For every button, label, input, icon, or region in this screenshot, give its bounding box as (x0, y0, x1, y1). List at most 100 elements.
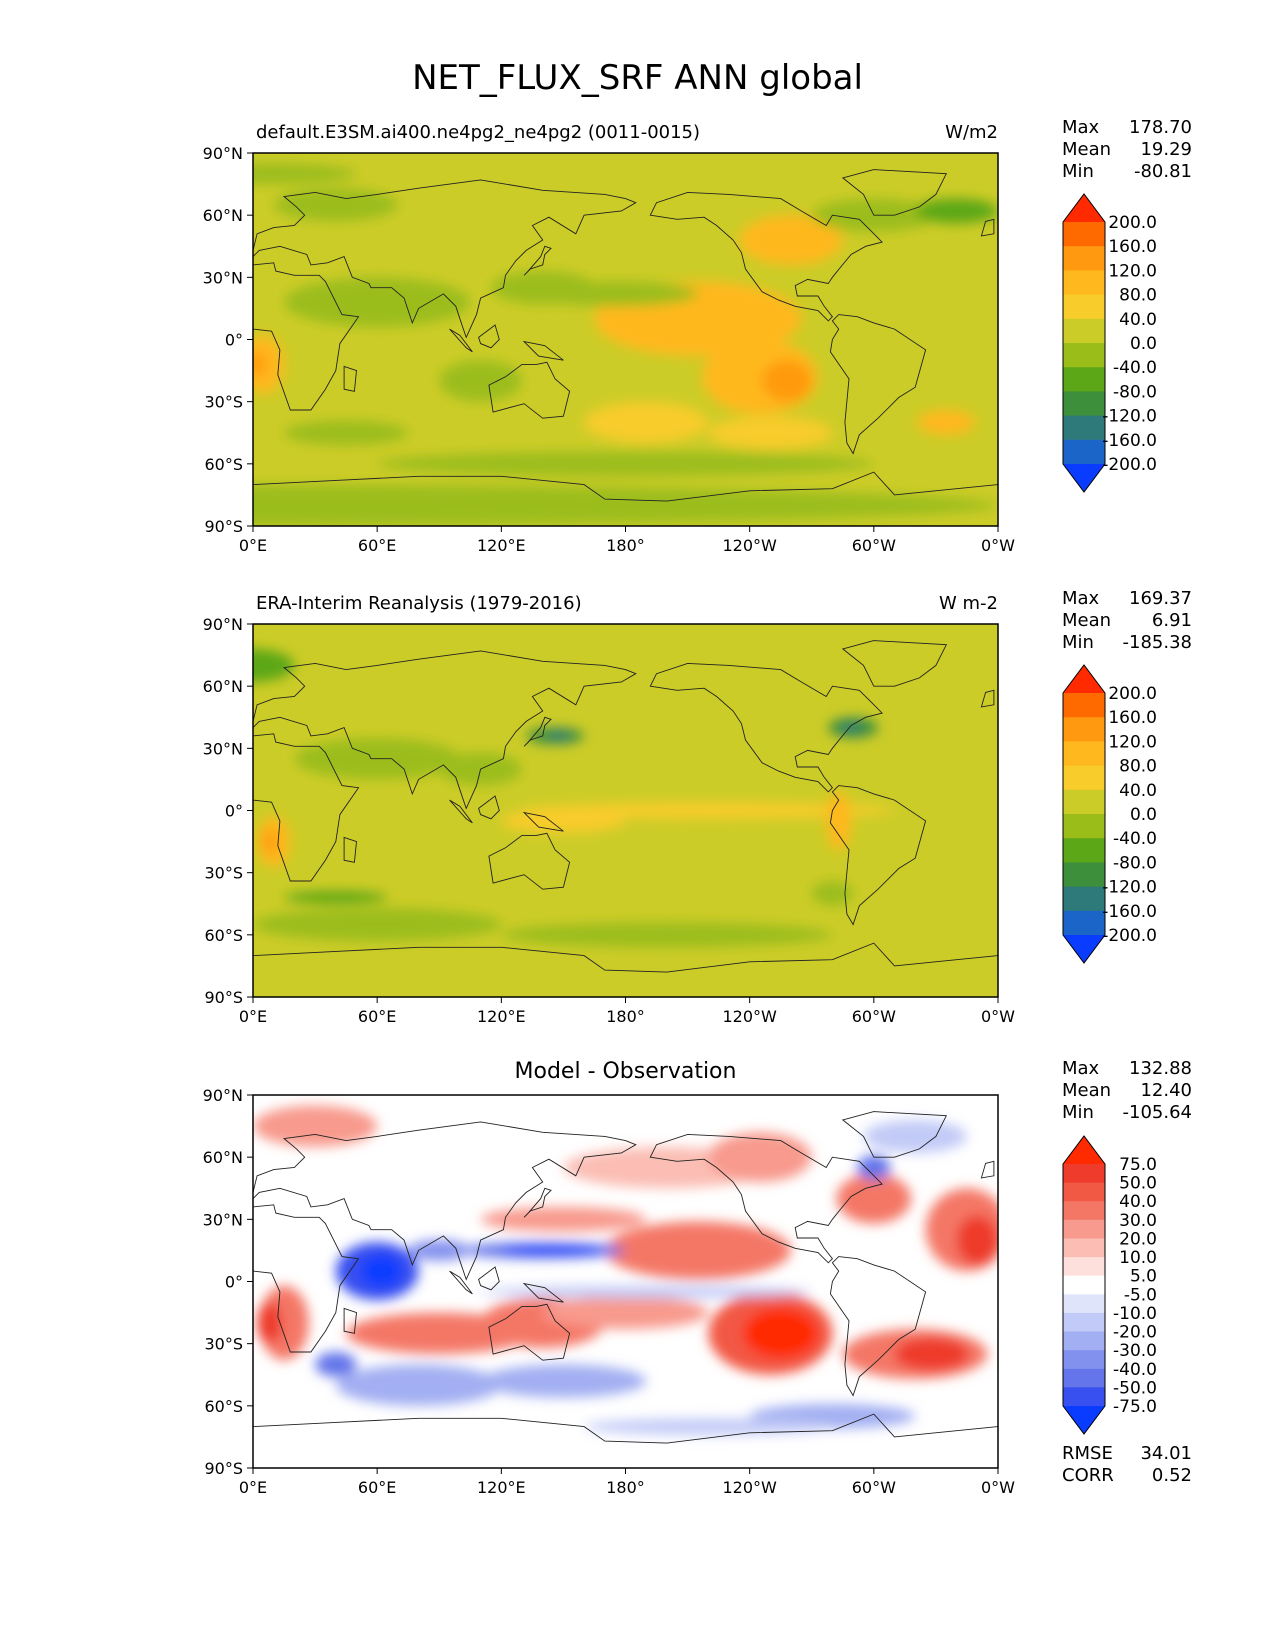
panel-1-left-title: default.E3SM.ai400.ne4pg2_ne4pg2 (0011-0… (256, 122, 701, 143)
colorbar-1: 200.0 160.0 120.0 80.0 40.0 0.0 -40.0 -80.0 -120… (1062, 193, 1157, 493)
colorbar-bin (1063, 1164, 1105, 1184)
coastline (253, 1204, 360, 1353)
colorbar-tick-label: 200.0 (1108, 684, 1157, 704)
contour-region (377, 451, 874, 477)
panel-1-units: W/m2 (945, 122, 998, 143)
colorbar-extend-min (1063, 464, 1105, 492)
stat-value: 169.37 (1129, 588, 1192, 609)
contour-region (273, 188, 398, 222)
colorbar-tick-label: 160.0 (1108, 708, 1157, 728)
colorbar-bin (1063, 838, 1105, 863)
coastline (841, 1111, 948, 1158)
colorbar-bin (1063, 789, 1105, 815)
lon-tick-label: 60°W (852, 536, 896, 555)
colorbar-outline (1062, 193, 1106, 493)
contour-region (253, 648, 295, 682)
colorbar-bin (1063, 693, 1105, 718)
colorbar-tick-label: -120.0 (1102, 878, 1157, 898)
coastline (478, 324, 500, 349)
coastline (522, 811, 564, 832)
map-panel-1 (253, 153, 998, 526)
contour-region (284, 891, 388, 904)
colorbar-bin (1063, 1201, 1105, 1221)
stat-label: Mean (1062, 1080, 1112, 1101)
stat-value: -80.81 (1133, 161, 1192, 182)
stat-label: Mean (1062, 610, 1112, 631)
colorbar-bin (1063, 886, 1105, 912)
lat-tick-label: 0° (225, 331, 243, 350)
coastline (829, 1256, 927, 1397)
colorbar-tick-label: 40.0 (1119, 781, 1157, 801)
contour-region (762, 360, 812, 402)
colorbar-tick-label: 5.0 (1130, 1267, 1157, 1287)
coastline (649, 662, 883, 793)
lat-tick-label: 90°N (203, 144, 243, 163)
colorbar-bin (1063, 1219, 1105, 1239)
lon-tick-label: 0°W (981, 536, 1015, 555)
contour-region (284, 420, 409, 446)
contour-region (253, 1105, 378, 1147)
colorbar-bin (1063, 1350, 1105, 1370)
contour-region (838, 723, 864, 732)
coastline (523, 716, 552, 747)
stat-value: 6.91 (1151, 610, 1192, 631)
colorbar-bin (1063, 222, 1105, 247)
coastline (253, 650, 637, 810)
coastline (253, 179, 637, 339)
colorbar-bin (1063, 439, 1105, 465)
colorbar-bin (1063, 343, 1105, 368)
lat-tick-label: 60°S (204, 926, 243, 945)
coastline (980, 218, 995, 237)
map-panel-2 (253, 624, 998, 997)
lon-tick-label: 180° (606, 1007, 645, 1026)
colorbar-tick-label: -20.0 (1113, 1323, 1157, 1343)
lon-tick-label: 60°E (358, 1478, 396, 1497)
colorbar-tick-label: 50.0 (1119, 1174, 1157, 1194)
contour-region (708, 1132, 812, 1183)
lon-tick-label: 60°W (852, 1478, 896, 1497)
colorbar-bin (1063, 1368, 1105, 1388)
coastline (253, 733, 360, 882)
stat-value: 34.01 (1140, 1443, 1192, 1464)
panel-2-units: W m-2 (938, 593, 998, 614)
lon-tick-label: 60°W (852, 1007, 896, 1026)
colorbar-tick-label: -160.0 (1102, 431, 1157, 451)
colorbar-tick-label: 160.0 (1108, 237, 1157, 257)
colorbar-extend-min (1063, 1406, 1105, 1434)
coastline (649, 191, 883, 322)
colorbar-tick-label: -50.0 (1113, 1378, 1157, 1398)
panel-3-footer-stats: RMSE 34.01 CORR 0.52 (1062, 1443, 1192, 1487)
coastline (841, 169, 948, 216)
colorbar-tick-label: 40.0 (1119, 1192, 1157, 1212)
colorbar-tick-label: -30.0 (1113, 1341, 1157, 1361)
contour-region (253, 907, 502, 942)
coastline (488, 361, 571, 419)
colorbar-tick-label: 120.0 (1108, 261, 1157, 281)
coastline (343, 365, 357, 392)
contour-region (253, 484, 998, 526)
coastline (253, 1413, 998, 1468)
contour-region (408, 1240, 471, 1261)
colorbar-bin (1063, 318, 1105, 344)
colorbar-bin (1063, 741, 1105, 767)
contour-region (253, 335, 284, 394)
contour-region (894, 1337, 970, 1371)
colorbar-outline (1062, 664, 1106, 964)
contour-region (915, 198, 998, 224)
contour-region (826, 791, 852, 850)
stat-label: Min (1062, 1102, 1094, 1123)
contour-region (480, 1285, 812, 1299)
colorbar-tick-label: -160.0 (1102, 902, 1157, 922)
colorbar-tick-label: -80.0 (1113, 382, 1157, 402)
stat-label: Min (1062, 161, 1094, 182)
colorbar-tick-label: 20.0 (1119, 1230, 1157, 1250)
colorbar-bin (1063, 415, 1105, 441)
colorbar-tick-label: 0.0 (1130, 334, 1157, 354)
lon-tick-label: 60°E (358, 1007, 396, 1026)
lon-tick-label: 120°W (722, 1007, 777, 1026)
coastline (488, 1303, 571, 1361)
colorbar-tick-label: -40.0 (1113, 1360, 1157, 1380)
contour-region (257, 1302, 282, 1344)
stat-label: Mean (1062, 139, 1112, 160)
colorbar-tick-label: 10.0 (1119, 1248, 1157, 1268)
